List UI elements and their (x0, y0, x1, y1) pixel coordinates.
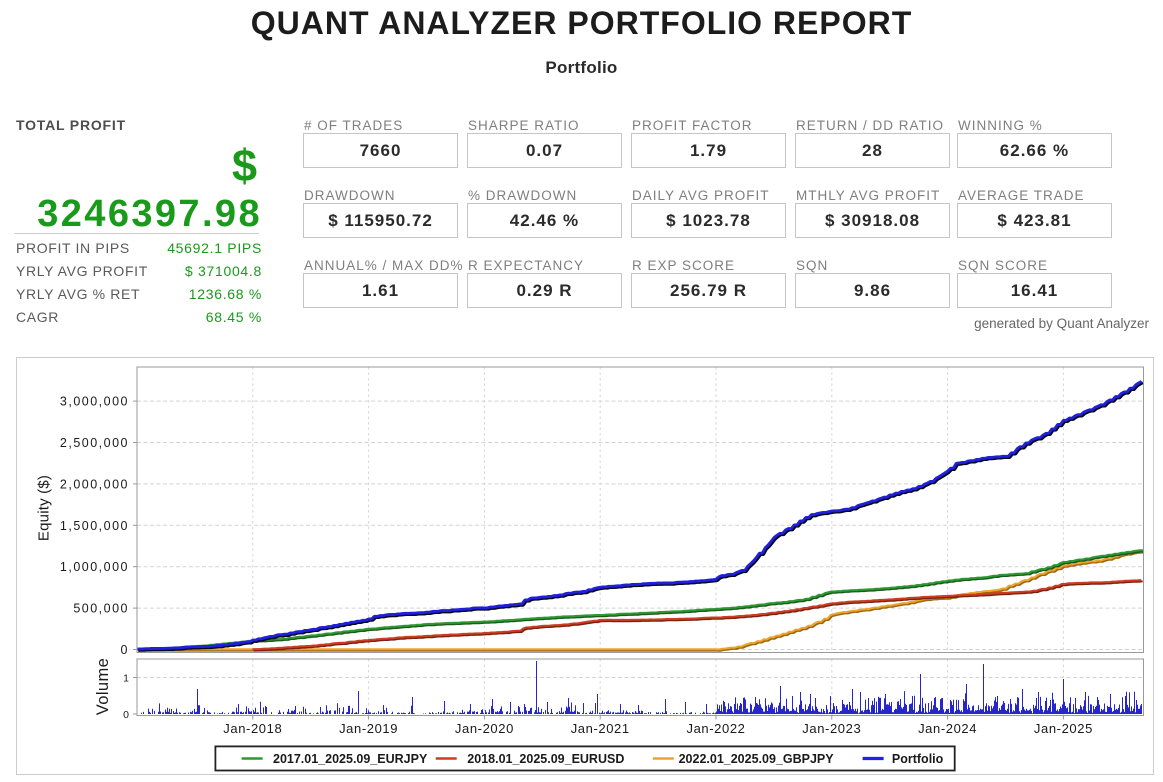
svg-text:Jan-2021: Jan-2021 (571, 721, 630, 736)
svg-text:1: 1 (123, 673, 129, 685)
svg-text:2,500,000: 2,500,000 (60, 436, 129, 450)
svg-text:0: 0 (121, 643, 129, 657)
svg-text:Volume: Volume (94, 658, 112, 715)
svg-text:3,000,000: 3,000,000 (60, 395, 129, 409)
svg-text:Portfolio: Portfolio (892, 752, 944, 766)
svg-text:2018.01_2025.09_EURUSD: 2018.01_2025.09_EURUSD (467, 752, 624, 766)
svg-text:Jan-2025: Jan-2025 (1034, 721, 1093, 736)
svg-text:0: 0 (123, 709, 129, 721)
svg-text:500,000: 500,000 (73, 602, 129, 616)
svg-text:2022.01_2025.09_GBPJPY: 2022.01_2025.09_GBPJPY (679, 752, 835, 766)
svg-text:Jan-2024: Jan-2024 (918, 721, 977, 736)
svg-text:Jan-2022: Jan-2022 (686, 721, 745, 736)
svg-text:1,000,000: 1,000,000 (60, 560, 129, 574)
svg-text:2,000,000: 2,000,000 (60, 477, 129, 491)
svg-text:Jan-2020: Jan-2020 (455, 721, 514, 736)
svg-text:Jan-2018: Jan-2018 (223, 721, 282, 736)
svg-text:Jan-2023: Jan-2023 (802, 721, 861, 736)
svg-text:2017.01_2025.09_EURJPY: 2017.01_2025.09_EURJPY (273, 752, 428, 766)
svg-text:Jan-2019: Jan-2019 (339, 721, 398, 736)
svg-text:Equity ($): Equity ($) (36, 475, 53, 541)
svg-text:1,500,000: 1,500,000 (60, 519, 129, 533)
